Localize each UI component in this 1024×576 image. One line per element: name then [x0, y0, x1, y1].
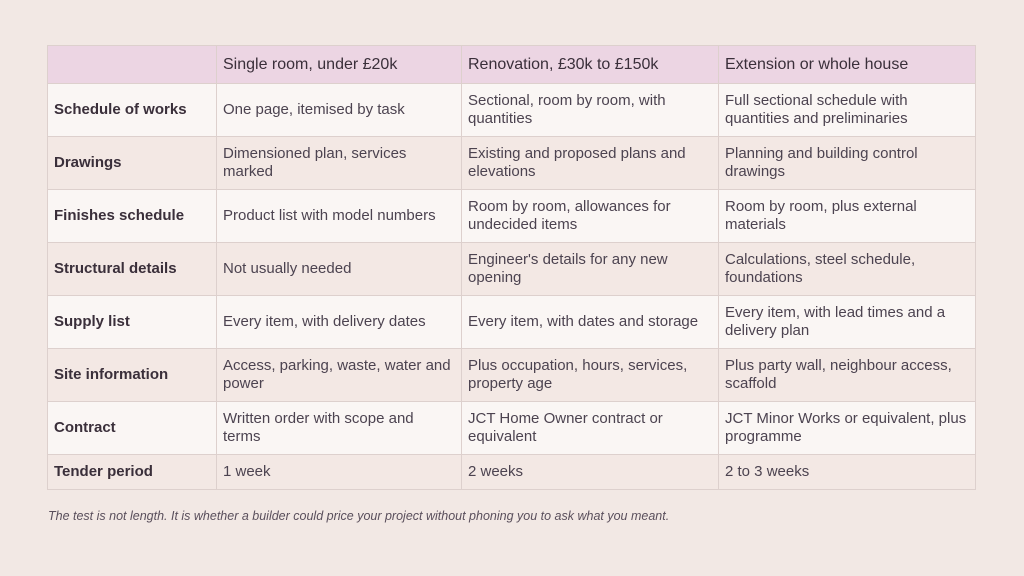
header-cell-empty	[47, 45, 217, 84]
table-caption: The test is not length. It is whether a …	[48, 509, 670, 523]
table-row: Supply list Every item, with delivery da…	[47, 295, 976, 349]
row-label: Supply list	[47, 295, 217, 349]
table-cell: Sectional, room by room, with quantities	[461, 83, 719, 137]
table-row: Structural details Not usually needed En…	[47, 242, 976, 296]
comparison-table: Single room, under £20k Renovation, £30k…	[47, 45, 976, 490]
table-cell: Planning and building control drawings	[718, 136, 976, 190]
row-label: Site information	[47, 348, 217, 402]
table-cell: Every item, with lead times and a delive…	[718, 295, 976, 349]
table-cell: Every item, with dates and storage	[461, 295, 719, 349]
row-label: Contract	[47, 401, 217, 455]
table-row: Site information Access, parking, waste,…	[47, 348, 976, 402]
table-header-row: Single room, under £20k Renovation, £30k…	[47, 45, 976, 84]
table-cell: Plus party wall, neighbour access, scaff…	[718, 348, 976, 402]
row-label: Drawings	[47, 136, 217, 190]
header-cell-single-room: Single room, under £20k	[216, 45, 462, 84]
table-cell: Plus occupation, hours, services, proper…	[461, 348, 719, 402]
table-cell: Room by room, allowances for undecided i…	[461, 189, 719, 243]
table-row: Contract Written order with scope and te…	[47, 401, 976, 455]
table-cell: Dimensioned plan, services marked	[216, 136, 462, 190]
row-label: Schedule of works	[47, 83, 217, 137]
table-cell: Calculations, steel schedule, foundation…	[718, 242, 976, 296]
table-row: Finishes schedule Product list with mode…	[47, 189, 976, 243]
table-cell: Engineer's details for any new opening	[461, 242, 719, 296]
comparison-table-wrapper: Single room, under £20k Renovation, £30k…	[47, 45, 976, 490]
table-cell: 2 weeks	[461, 454, 719, 490]
table-row: Tender period 1 week 2 weeks 2 to 3 week…	[47, 454, 976, 490]
row-label: Finishes schedule	[47, 189, 217, 243]
table-cell: JCT Home Owner contract or equivalent	[461, 401, 719, 455]
table-cell: Access, parking, waste, water and power	[216, 348, 462, 402]
table-row: Schedule of works One page, itemised by …	[47, 83, 976, 137]
table-cell: Every item, with delivery dates	[216, 295, 462, 349]
table-row: Drawings Dimensioned plan, services mark…	[47, 136, 976, 190]
header-cell-extension: Extension or whole house	[718, 45, 976, 84]
table-cell: Product list with model numbers	[216, 189, 462, 243]
table-cell: 1 week	[216, 454, 462, 490]
table-cell: Full sectional schedule with quantities …	[718, 83, 976, 137]
row-label: Structural details	[47, 242, 217, 296]
table-cell: Not usually needed	[216, 242, 462, 296]
table-cell: 2 to 3 weeks	[718, 454, 976, 490]
table-cell: Existing and proposed plans and elevatio…	[461, 136, 719, 190]
table-cell: Written order with scope and terms	[216, 401, 462, 455]
row-label: Tender period	[47, 454, 217, 490]
header-cell-renovation: Renovation, £30k to £150k	[461, 45, 719, 84]
table-cell: One page, itemised by task	[216, 83, 462, 137]
table-cell: Room by room, plus external materials	[718, 189, 976, 243]
table-cell: JCT Minor Works or equivalent, plus prog…	[718, 401, 976, 455]
